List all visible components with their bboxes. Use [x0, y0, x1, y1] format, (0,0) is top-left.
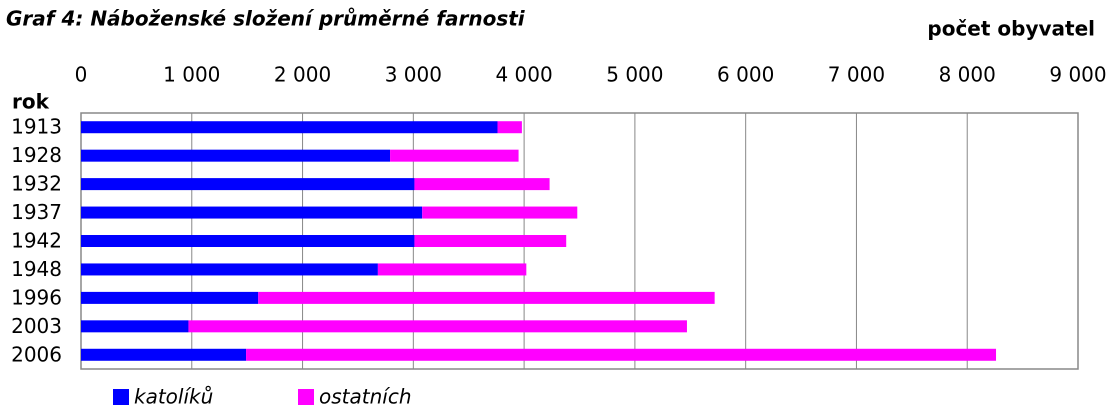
bar-segment — [188, 320, 687, 333]
bar-segment — [81, 263, 378, 276]
x-tick-label: 8 000 — [939, 63, 996, 87]
bar-segment — [81, 348, 247, 361]
legend-swatch — [113, 389, 129, 405]
legend-label: katolíků — [134, 385, 213, 409]
y-tick-label: 1996 — [11, 285, 62, 309]
y-tick-label: 1937 — [11, 200, 62, 224]
bar-segment — [81, 235, 415, 247]
y-tick-label: 1932 — [11, 172, 62, 196]
y-tick-label: 1942 — [11, 229, 62, 253]
chart-title: Graf 4: Náboženské složení průměrné farn… — [6, 7, 526, 31]
bar-segment — [81, 178, 415, 191]
y-tick-label: 2006 — [11, 342, 62, 366]
bar-segment — [246, 348, 997, 361]
x-tick-label: 7 000 — [828, 63, 885, 87]
x-tick-label: 1 000 — [163, 63, 220, 87]
bar-segment — [81, 206, 423, 219]
x-tick-label: 2 000 — [274, 63, 331, 87]
legend-label: ostatních — [319, 385, 412, 409]
bar-segment — [81, 320, 189, 333]
x-axis-label: počet obyvatel — [927, 17, 1095, 41]
x-tick-label: 9 000 — [1049, 63, 1106, 87]
legend-swatch — [298, 389, 314, 405]
x-tick-label: 0 — [75, 63, 88, 87]
y-tick-label: 1948 — [11, 257, 62, 281]
y-axis-label: rok — [12, 90, 50, 114]
x-tick-label: 3 000 — [385, 63, 442, 87]
x-tick-label: 4 000 — [495, 63, 552, 87]
bar-segment — [258, 291, 715, 304]
bar-segment — [377, 263, 527, 276]
bar-segment — [81, 291, 259, 304]
x-tick-label: 5 000 — [606, 63, 663, 87]
bar-segment — [390, 149, 519, 162]
bar-segment — [81, 149, 391, 162]
bar-segment — [81, 121, 498, 134]
bar-segment — [422, 206, 578, 219]
y-tick-label: 2003 — [11, 314, 62, 338]
bar-segment — [414, 235, 567, 247]
bar-segment — [497, 121, 522, 134]
bar-segment — [414, 178, 550, 191]
y-tick-label: 1928 — [11, 143, 62, 167]
x-tick-label: 6 000 — [717, 63, 774, 87]
y-tick-label: 1913 — [11, 115, 62, 139]
